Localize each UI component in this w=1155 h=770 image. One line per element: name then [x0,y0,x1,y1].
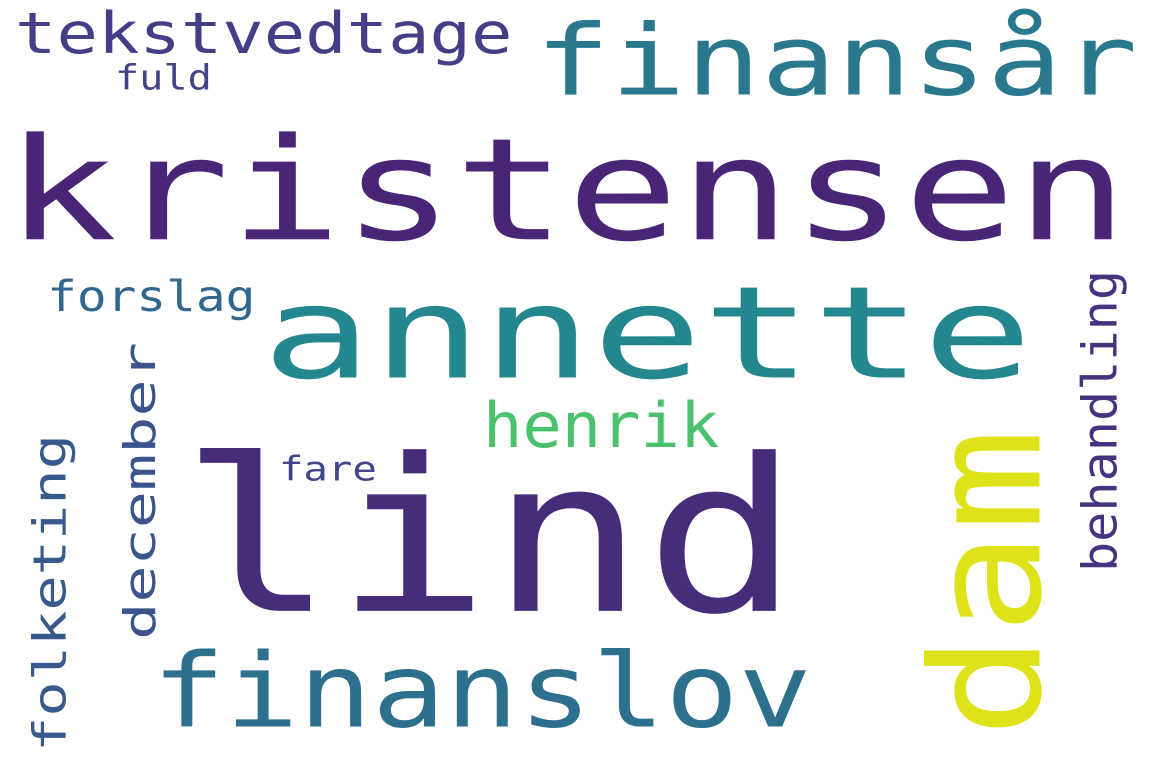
word-lind: lind [180,412,800,663]
word-kristensen: kristensen [4,107,1129,274]
word-annette: annette [261,258,1033,409]
word-fuld: fuld [114,56,212,98]
word-finanslov: finanslov [152,630,812,752]
word-finansar: finansår [535,3,1138,118]
word-folketing: folketing [23,434,77,752]
word-dam: dam [898,428,1076,738]
word-henrik: henrik [483,389,720,462]
word-behandling: behandling [1071,269,1128,573]
word-december: december [113,342,166,640]
word-forslag: forslag [47,271,256,322]
word-fare: fare [278,448,377,489]
word-tekstvedtage: tekstvedtage [15,0,513,67]
